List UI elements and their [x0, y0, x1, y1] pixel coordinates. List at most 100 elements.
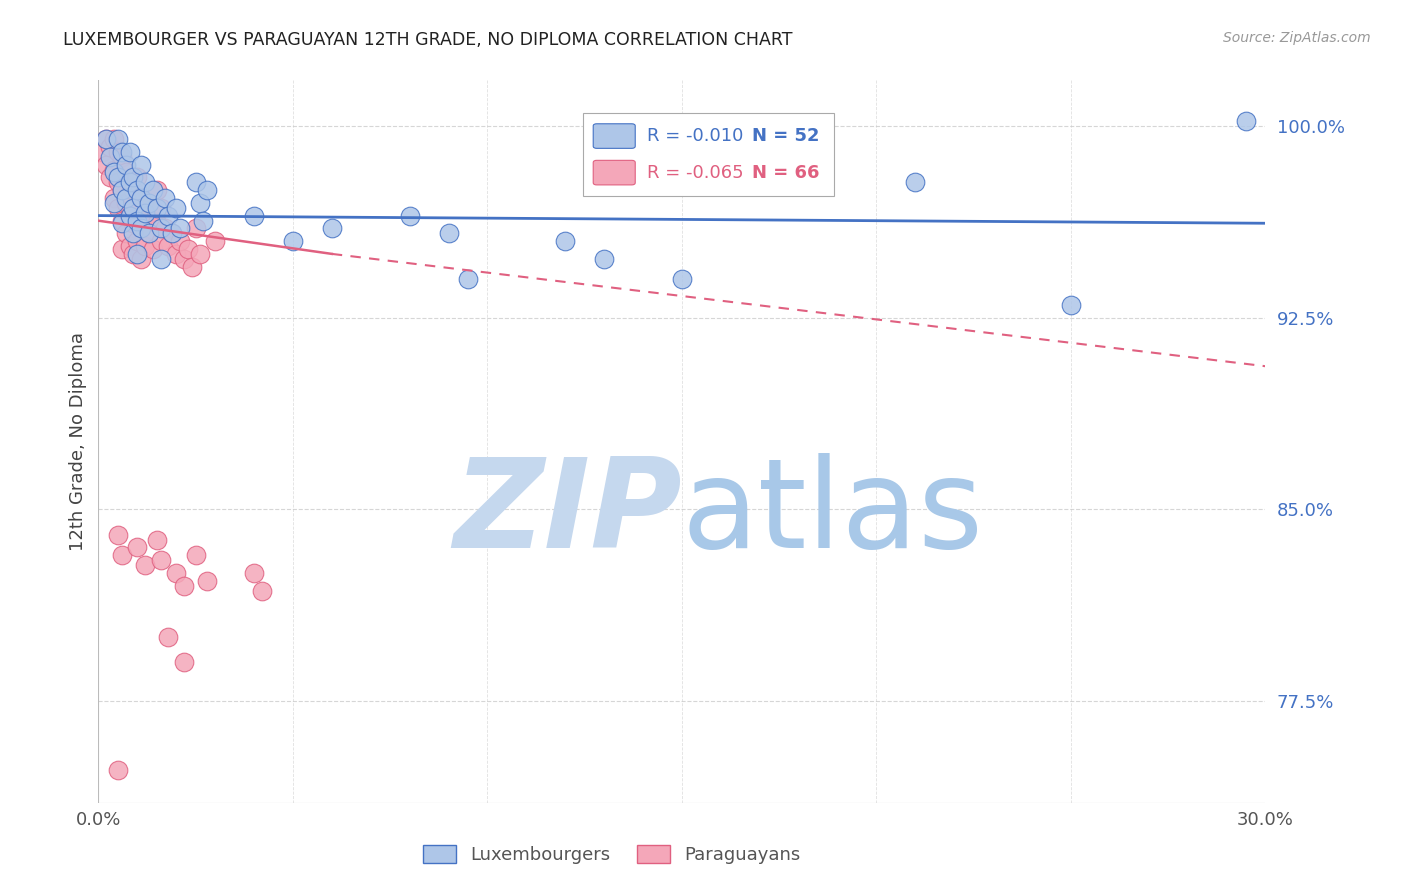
- Point: [165, 566, 187, 580]
- Text: R = -0.065: R = -0.065: [647, 163, 744, 182]
- Point: [149, 553, 172, 567]
- Point: [107, 527, 129, 541]
- Point: [127, 201, 149, 215]
- Point: [149, 252, 172, 266]
- Point: [157, 239, 180, 253]
- Point: [111, 183, 134, 197]
- Point: [118, 209, 141, 223]
- Point: [134, 558, 156, 573]
- Point: [107, 170, 129, 185]
- Text: atlas: atlas: [682, 453, 984, 574]
- Point: [118, 175, 141, 189]
- Point: [398, 209, 420, 223]
- Text: ZIP: ZIP: [453, 453, 682, 574]
- Y-axis label: 12th Grade, No Diploma: 12th Grade, No Diploma: [69, 332, 87, 551]
- Point: [195, 183, 218, 197]
- FancyBboxPatch shape: [582, 112, 834, 196]
- Point: [134, 206, 156, 220]
- Point: [195, 574, 218, 588]
- Point: [103, 162, 125, 177]
- Point: [114, 191, 136, 205]
- FancyBboxPatch shape: [593, 161, 636, 185]
- Point: [129, 221, 152, 235]
- Point: [1060, 298, 1083, 312]
- Point: [103, 132, 125, 146]
- Point: [243, 566, 266, 580]
- Point: [111, 213, 134, 227]
- Point: [122, 183, 145, 197]
- Point: [127, 541, 149, 555]
- Point: [169, 234, 191, 248]
- Point: [103, 195, 125, 210]
- Text: LUXEMBOURGER VS PARAGUAYAN 12TH GRADE, NO DIPLOMA CORRELATION CHART: LUXEMBOURGER VS PARAGUAYAN 12TH GRADE, N…: [63, 31, 793, 49]
- Point: [554, 234, 576, 248]
- Point: [103, 165, 125, 179]
- Point: [321, 221, 343, 235]
- Point: [127, 213, 149, 227]
- Point: [188, 195, 211, 210]
- Point: [91, 145, 114, 159]
- Point: [129, 252, 152, 266]
- Point: [98, 150, 121, 164]
- Point: [250, 583, 273, 598]
- Point: [281, 234, 304, 248]
- Point: [107, 132, 129, 146]
- Point: [138, 227, 160, 241]
- Point: [96, 132, 118, 146]
- Legend: Luxembourgers, Paraguayans: Luxembourgers, Paraguayans: [416, 838, 808, 871]
- Point: [111, 145, 134, 159]
- Point: [142, 183, 165, 197]
- Point: [107, 145, 129, 159]
- Text: R = -0.010: R = -0.010: [647, 127, 744, 145]
- Point: [118, 145, 141, 159]
- Point: [127, 247, 149, 261]
- Point: [134, 239, 156, 253]
- Point: [162, 227, 184, 241]
- Point: [127, 234, 149, 248]
- Point: [118, 175, 141, 189]
- Point: [177, 242, 200, 256]
- Point: [103, 191, 125, 205]
- Point: [107, 201, 129, 215]
- Point: [162, 227, 184, 241]
- Point: [149, 221, 172, 235]
- Point: [184, 548, 207, 562]
- Point: [138, 195, 160, 210]
- Text: Source: ZipAtlas.com: Source: ZipAtlas.com: [1223, 31, 1371, 45]
- Point: [437, 227, 460, 241]
- Point: [111, 216, 134, 230]
- Point: [146, 533, 169, 547]
- Point: [134, 209, 156, 223]
- Point: [593, 252, 616, 266]
- Point: [165, 247, 187, 261]
- Point: [146, 201, 169, 215]
- FancyBboxPatch shape: [593, 124, 636, 148]
- Point: [122, 201, 145, 215]
- Point: [142, 242, 165, 256]
- Point: [98, 170, 121, 185]
- Point: [671, 272, 693, 286]
- Point: [96, 132, 118, 146]
- Point: [111, 183, 134, 197]
- Point: [122, 247, 145, 261]
- Point: [188, 247, 211, 261]
- Point: [204, 234, 226, 248]
- Point: [146, 183, 169, 197]
- Point: [107, 175, 129, 189]
- Point: [122, 170, 145, 185]
- Point: [134, 175, 156, 189]
- Point: [122, 227, 145, 241]
- Point: [193, 213, 215, 227]
- Point: [149, 234, 172, 248]
- Point: [457, 272, 479, 286]
- Point: [173, 579, 195, 593]
- Point: [1234, 114, 1257, 128]
- Point: [157, 630, 180, 644]
- Point: [111, 548, 134, 562]
- Point: [243, 209, 266, 223]
- Point: [129, 221, 152, 235]
- Text: N = 52: N = 52: [752, 127, 820, 145]
- Point: [184, 221, 207, 235]
- Point: [127, 170, 149, 185]
- Point: [149, 201, 172, 215]
